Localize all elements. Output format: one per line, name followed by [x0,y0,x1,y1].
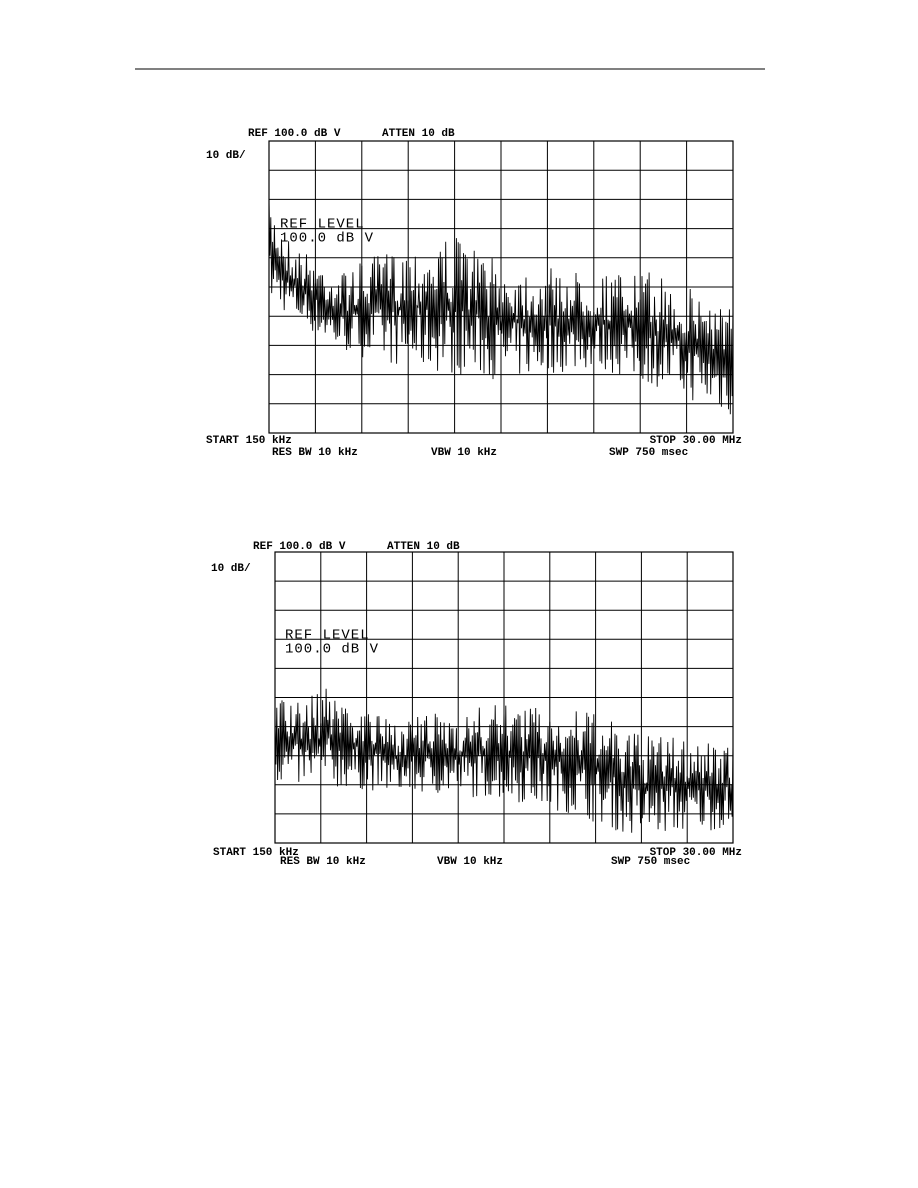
sweep-time: SWP 750 msec [611,856,690,868]
spectrum-plot [268,140,734,434]
reference-level: REF 100.0 dB V [248,128,341,140]
stop-frequency: STOP 30.00 MHz [650,847,742,859]
attenuation: ATTEN 10 dB [387,541,460,553]
start-frequency: START 150 kHz [213,847,299,859]
ref-level-label: REF LEVEL [285,628,370,644]
ref-level-value: 100.0 dB V [285,642,379,658]
resolution-bandwidth: RES BW 10 kHz [272,447,358,459]
attenuation: ATTEN 10 dB [382,128,455,140]
spectrum-trace [274,688,734,833]
spectrum-trace [268,199,734,415]
video-bandwidth: VBW 10 kHz [431,447,497,459]
ref-level-value: 100.0 dB V [280,231,374,247]
stop-frequency: STOP 30.00 MHz [650,435,742,447]
spectrum-plot [274,551,734,844]
sweep-time: SWP 750 msec [609,447,688,459]
scale: 10 dB/ [211,563,251,575]
ref-level-label: REF LEVEL [280,217,365,233]
resolution-bandwidth: RES BW 10 kHz [280,856,366,868]
start-frequency: START 150 kHz [206,435,292,447]
scale: 10 dB/ [206,150,246,162]
reference-level: REF 100.0 dB V [253,541,346,553]
video-bandwidth: VBW 10 kHz [437,856,503,868]
